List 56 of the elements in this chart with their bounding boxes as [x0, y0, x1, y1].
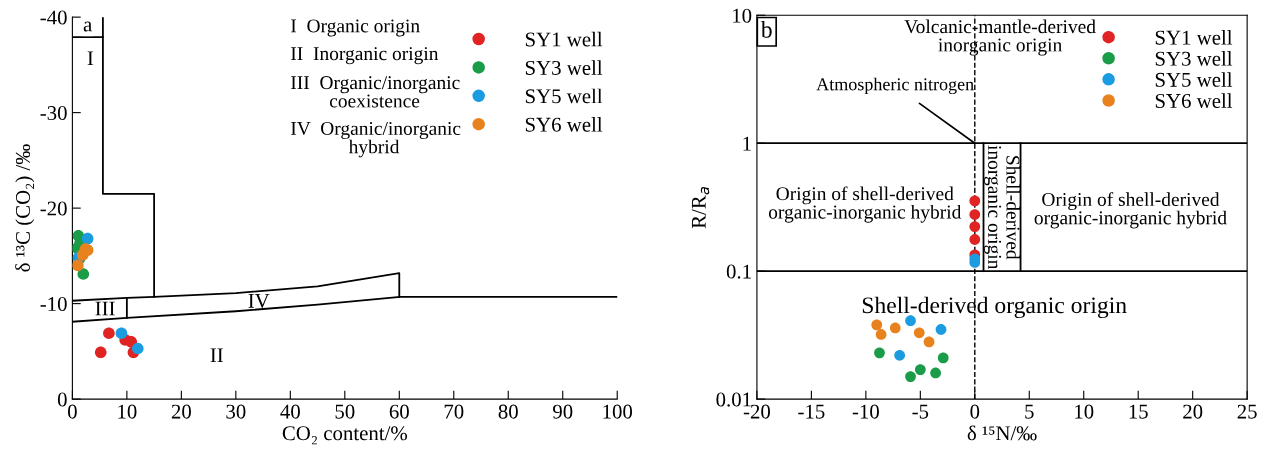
annotation: III	[95, 301, 115, 316]
annotation: Volcanic-mantle-derived inorganic origin	[904, 19, 1096, 56]
x-tick-label: 0	[970, 404, 980, 419]
legend-label: SY5 well	[525, 88, 603, 104]
annotation: Origin of shell-derived organic-inorganic hybrid	[1034, 192, 1227, 229]
y-tick-label: 0.1	[726, 264, 751, 279]
y-tick-label: -40	[40, 10, 67, 25]
annotation: II	[210, 348, 223, 363]
x-axis-title: CO₂ content/%	[282, 426, 408, 445]
y-tick-label: 0	[57, 392, 67, 407]
y-axis-title: R/R$_{a}$	[691, 187, 710, 229]
legend-label: SY5 well	[1155, 72, 1233, 87]
x-tick-label: -10	[852, 404, 879, 419]
y-tick-label: -30	[40, 106, 67, 121]
x-tick-label: 70	[444, 404, 464, 419]
y-tick-label: 10	[733, 8, 752, 23]
y-tick-label: -10	[40, 296, 67, 312]
x-tick-label: -5	[912, 404, 929, 419]
y-tick-label: -20	[40, 201, 67, 216]
legend-label: SY6 well	[525, 117, 603, 132]
annotation: IV	[248, 294, 270, 308]
legend-label: SY3 well	[525, 60, 603, 75]
x-tick-label: 20	[171, 404, 191, 419]
legend-label: SY1 well	[525, 31, 603, 47]
x-tick-label: 20	[1183, 404, 1203, 419]
legend-label: SY1 well	[1155, 29, 1233, 45]
annotation: Shell-derived inorganic origin	[984, 145, 1021, 270]
y-axis-title: δ ¹³C (CO₂) /‰	[15, 144, 35, 272]
x-tick-label: 50	[335, 404, 355, 419]
annotation: IV Organic/inorganic hybrid	[291, 121, 461, 158]
annotation: I	[87, 51, 94, 66]
x-tick-label: -15	[798, 404, 825, 419]
chart-title: b	[760, 21, 772, 38]
annotation: Shell-derived organic origin	[862, 296, 1127, 319]
annotation: Atmospheric nitrogen	[816, 77, 974, 95]
x-tick-label: 25	[1237, 404, 1257, 419]
x-tick-label: 100	[603, 404, 633, 419]
y-tick-label: 1	[743, 136, 751, 151]
annotation: III Organic/inorganic coexistence	[291, 76, 460, 108]
x-tick-label: 15	[1129, 404, 1148, 419]
legend-label: SY3 well	[1155, 51, 1233, 66]
x-tick-label: 60	[389, 404, 409, 419]
x-tick-label: 80	[498, 404, 518, 419]
x-tick-label: 0	[67, 404, 77, 419]
x-tick-label: 40	[280, 404, 300, 419]
x-tick-label: 30	[226, 404, 246, 419]
x-axis-title: δ ¹⁵N/‰	[967, 425, 1037, 441]
annotation: II Inorganic origin	[291, 47, 439, 65]
x-tick-label: 10	[1075, 404, 1094, 419]
x-tick-label: 10	[118, 404, 137, 419]
chart-title: a	[83, 21, 92, 32]
legend-label: SY6 well	[1155, 93, 1233, 108]
annotation: Origin of shell-derived organic-inorganic hybrid	[768, 186, 962, 223]
x-tick-label: 5	[1025, 404, 1034, 419]
annotation: I Organic origin	[291, 19, 420, 37]
x-tick-label: 90	[552, 404, 573, 419]
